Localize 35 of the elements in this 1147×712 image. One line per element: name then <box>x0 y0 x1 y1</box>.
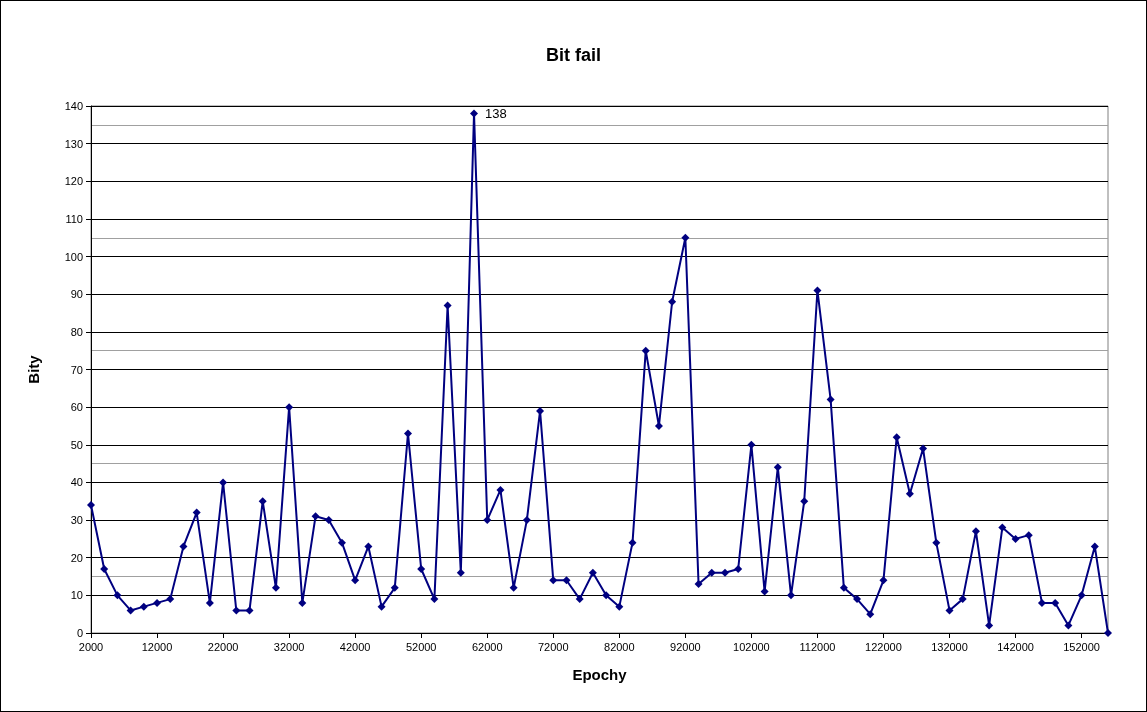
x-tick-label: 132000 <box>931 640 968 653</box>
x-tick-label: 2000 <box>78 640 104 653</box>
y-tick-label: 50 <box>70 438 83 451</box>
x-tick-label: 102000 <box>733 640 770 653</box>
x-tick-label: 122000 <box>865 640 902 653</box>
x-tick-label: 142000 <box>997 640 1034 653</box>
y-tick-label: 60 <box>70 401 83 414</box>
y-tick-label: 90 <box>70 288 83 301</box>
y-tick-label: 30 <box>70 514 83 527</box>
x-tick-label: 152000 <box>1063 640 1100 653</box>
y-tick-label: 120 <box>64 175 83 188</box>
annotation: 138 <box>485 106 507 122</box>
y-tick-label: 10 <box>70 589 83 602</box>
x-tick-label: 22000 <box>207 640 239 653</box>
x-axis-title: Epochy <box>572 666 628 683</box>
y-tick-label: 80 <box>70 325 83 338</box>
y-tick-label: 140 <box>64 100 83 112</box>
x-tick-label: 62000 <box>471 640 503 653</box>
y-tick-label: 40 <box>70 476 83 489</box>
chart-title: Bit fail <box>545 45 602 65</box>
y-tick-label: 20 <box>70 551 83 564</box>
y-tick-label: 100 <box>64 250 83 263</box>
y-tick-label: 70 <box>70 363 83 376</box>
y-tick-label: 130 <box>64 137 83 150</box>
x-tick-label: 12000 <box>141 640 173 653</box>
x-tick-label: 92000 <box>670 640 701 653</box>
x-tick-label: 42000 <box>339 640 371 653</box>
x-tick-label: 52000 <box>405 640 437 653</box>
y-tick-label: 110 <box>65 212 83 225</box>
x-tick-label: 112000 <box>799 640 836 653</box>
y-tick-label: 0 <box>76 627 83 639</box>
x-tick-label: 32000 <box>273 640 305 653</box>
x-tick-label: 72000 <box>537 640 569 653</box>
y-axis-title: Bity <box>25 354 42 384</box>
x-tick-label: 82000 <box>604 640 635 653</box>
